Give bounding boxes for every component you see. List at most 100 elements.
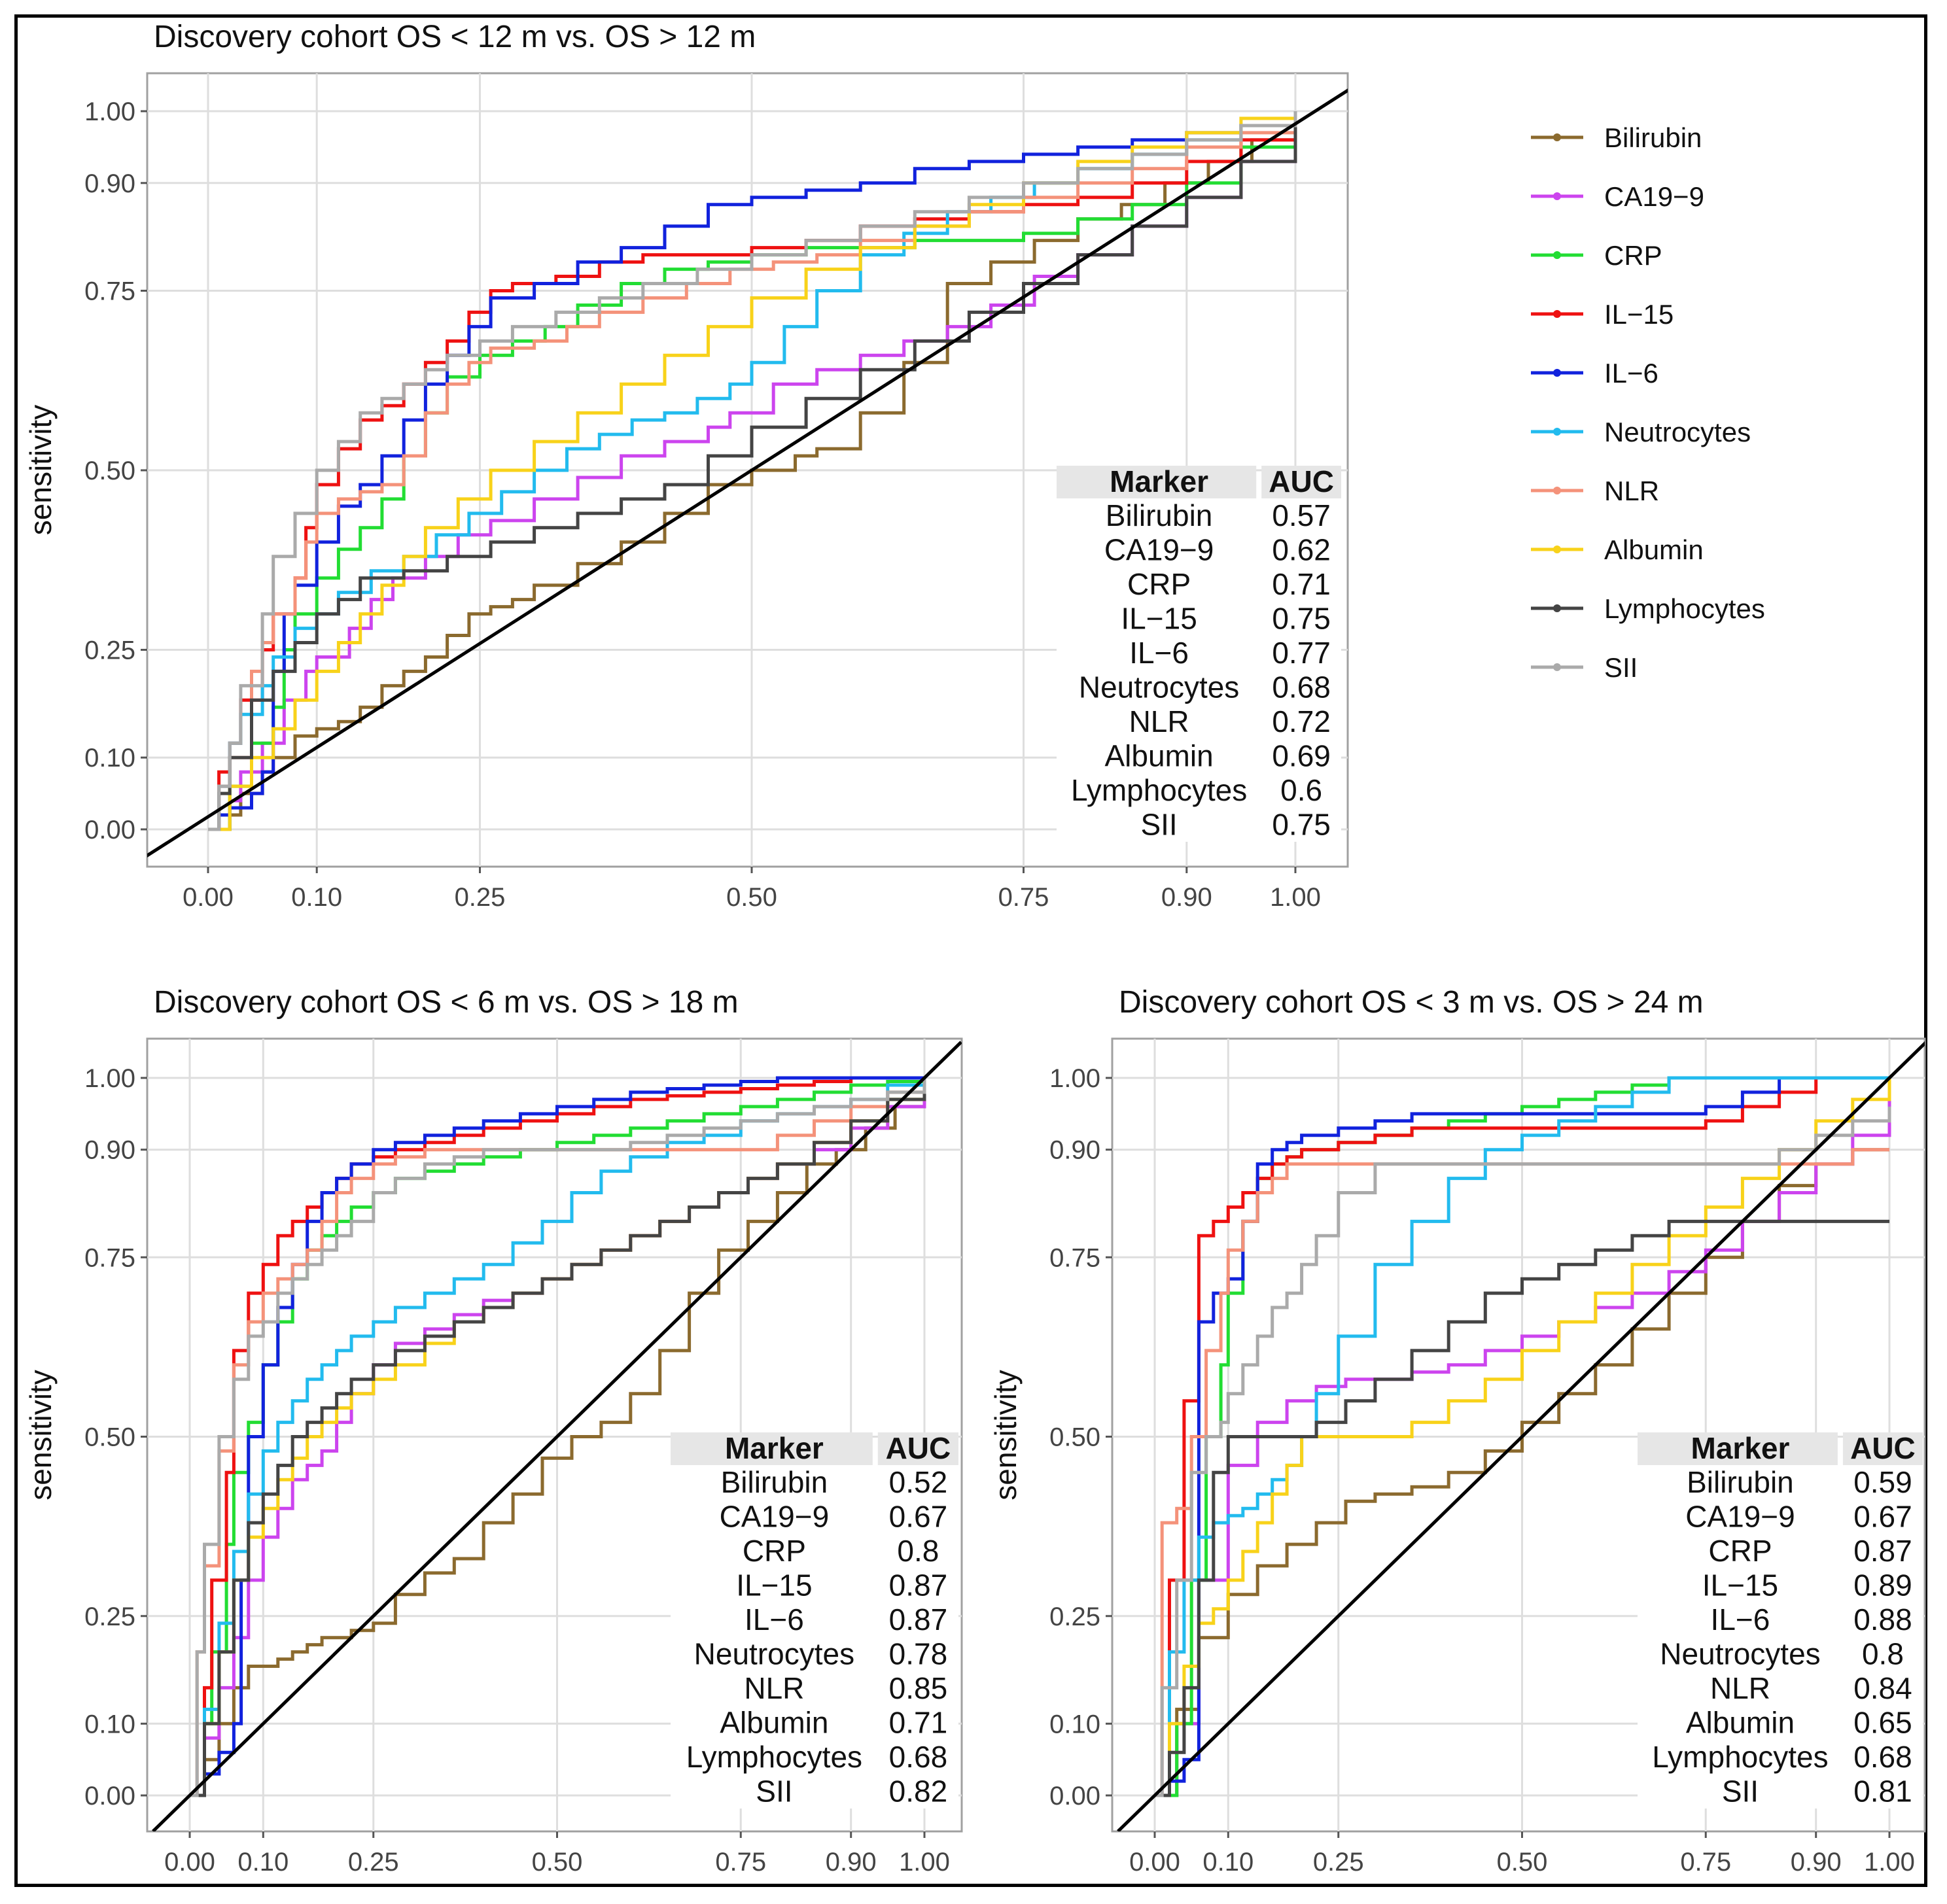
y-tick-label: 0.75	[1049, 1243, 1100, 1272]
auc-table-value: 0.67	[1853, 1500, 1912, 1534]
auc-table-marker: NLR	[1710, 1671, 1770, 1705]
legend-key-point	[1553, 545, 1561, 553]
y-tick-label: 0.10	[1049, 1710, 1100, 1739]
x-tick-label: 0.25	[1313, 1848, 1364, 1877]
auc-table-marker: CRP	[1127, 567, 1191, 601]
auc-table-marker: IL−15	[1702, 1568, 1778, 1602]
x-tick-label: 0.75	[1680, 1848, 1731, 1877]
auc-table-marker: CA19−9	[1104, 533, 1214, 567]
auc-table-header-marker: Marker	[1110, 464, 1208, 498]
legend-key-point	[1553, 604, 1561, 612]
legend-key-point	[1553, 133, 1561, 141]
x-tick-label: 0.25	[455, 883, 506, 912]
auc-table-value: 0.8	[1862, 1637, 1904, 1671]
auc-table-marker: CRP	[1708, 1534, 1772, 1568]
auc-table-value: 0.68	[889, 1740, 948, 1774]
x-tick-label: 0.50	[1497, 1848, 1548, 1877]
x-tick-label: 0.00	[1129, 1848, 1180, 1877]
x-tick-label: 0.00	[183, 883, 234, 912]
auc-table-value: 0.68	[1853, 1740, 1912, 1774]
y-tick-label: 0.00	[84, 816, 135, 844]
legend-key-point	[1553, 310, 1561, 318]
panel-title: Discovery cohort OS < 6 m vs. OS > 18 m	[154, 985, 739, 1020]
y-tick-label: 1.00	[1049, 1064, 1100, 1093]
legend-key-point	[1553, 487, 1561, 494]
auc-table-value: 0.85	[889, 1671, 948, 1705]
auc-table-marker: Lymphocytes	[1071, 773, 1247, 807]
auc-table-marker: IL−15	[736, 1568, 812, 1602]
x-tick-label: 0.50	[532, 1848, 583, 1877]
auc-table-value: 0.87	[889, 1568, 948, 1602]
y-tick-label: 0.50	[1049, 1423, 1100, 1452]
auc-table-value: 0.89	[1853, 1568, 1912, 1602]
auc-table-marker: Neutrocytes	[1079, 670, 1239, 704]
legend-label: Lymphocytes	[1604, 593, 1765, 624]
y-tick-label: 0.10	[84, 744, 135, 772]
auc-table-value: 0.72	[1272, 704, 1331, 738]
auc-table-header-auc: AUC	[886, 1431, 951, 1465]
auc-table-marker: SII	[1722, 1774, 1759, 1809]
x-tick-label: 0.50	[726, 883, 777, 912]
y-tick-label: 0.75	[84, 277, 135, 306]
auc-table-value: 0.82	[889, 1774, 948, 1809]
x-tick-label: 0.90	[1161, 883, 1212, 912]
auc-table-marker: Neutrocytes	[1660, 1637, 1820, 1671]
legend: Bilirubin CA19−9 CRP IL−15 IL−6 Neutrocytes NL…	[1531, 122, 1765, 683]
x-tick-label: 0.10	[291, 883, 342, 912]
auc-table-value: 0.65	[1853, 1706, 1912, 1740]
auc-table-marker: Bilirubin	[1687, 1465, 1794, 1499]
auc-table-marker: Neutrocytes	[694, 1637, 854, 1671]
auc-table-value: 0.81	[1853, 1774, 1912, 1809]
y-tick-label: 0.50	[84, 1423, 135, 1452]
auc-table-marker: Albumin	[720, 1706, 828, 1740]
x-tick-label: 1.00	[899, 1848, 950, 1877]
auc-table-marker: Bilirubin	[721, 1465, 828, 1499]
legend-label: NLR	[1604, 476, 1659, 506]
auc-table-marker: IL−6	[745, 1602, 804, 1636]
auc-table-header-auc: AUC	[1850, 1431, 1916, 1465]
x-tick-label: 0.10	[237, 1848, 289, 1877]
auc-table-value: 0.67	[889, 1500, 948, 1534]
auc-table-value: 0.8	[897, 1534, 939, 1568]
auc-table-value: 0.68	[1272, 670, 1331, 704]
legend-key-point	[1553, 428, 1561, 436]
y-tick-label: 0.25	[84, 636, 135, 665]
legend-label: IL−15	[1604, 299, 1674, 330]
auc-table: Marker AUCBilirubin 0.57CA19−9 0.62CRP 0.71I…	[1057, 464, 1341, 842]
x-tick-label: 0.75	[998, 883, 1049, 912]
y-tick-label: 0.00	[84, 1782, 135, 1810]
legend-key-point	[1553, 663, 1561, 671]
y-tick-label: 0.25	[1049, 1602, 1100, 1631]
auc-table-value: 0.84	[1853, 1671, 1912, 1705]
auc-table-value: 0.87	[889, 1602, 948, 1636]
auc-table-value: 0.77	[1272, 636, 1331, 670]
y-tick-label: 0.90	[1049, 1136, 1100, 1165]
roc-panel-3: Discovery cohort OS < 3 m vs. OS > 24 m 0…	[989, 985, 1926, 1877]
auc-table-marker: Lymphocytes	[686, 1740, 862, 1774]
auc-table: Marker AUCBilirubin 0.52CA19−9 0.67CRP 0.8IL…	[671, 1431, 958, 1809]
y-axis-label: sensitivity	[989, 1370, 1023, 1500]
auc-table-marker: Bilirubin	[1106, 498, 1213, 532]
legend-label: Albumin	[1604, 534, 1704, 565]
auc-table-marker: Lymphocytes	[1652, 1740, 1828, 1774]
auc-table-marker: SII	[1140, 808, 1177, 842]
auc-table-header-auc: AUC	[1269, 464, 1334, 498]
panel-title: Discovery cohort OS < 3 m vs. OS > 24 m	[1119, 985, 1704, 1020]
roc-panel-2: Discovery cohort OS < 6 m vs. OS > 18 m 0…	[24, 985, 962, 1877]
legend-label: Neutrocytes	[1604, 417, 1751, 447]
y-tick-label: 0.10	[84, 1710, 135, 1739]
y-tick-label: 0.25	[84, 1602, 135, 1631]
auc-table-value: 0.75	[1272, 602, 1331, 636]
auc-table-value: 0.71	[889, 1706, 948, 1740]
auc-table-marker: IL−6	[1129, 636, 1189, 670]
y-tick-label: 0.75	[84, 1243, 135, 1272]
auc-table-marker: IL−15	[1121, 602, 1197, 636]
roc-panel-1: Discovery cohort OS < 12 m vs. OS > 12 m…	[24, 20, 1371, 912]
x-tick-label: 0.25	[348, 1848, 399, 1877]
legend-label: Bilirubin	[1604, 122, 1702, 153]
auc-table-value: 0.59	[1853, 1465, 1912, 1499]
auc-table-marker: CA19−9	[720, 1500, 830, 1534]
auc-table-value: 0.88	[1853, 1602, 1912, 1636]
auc-table-value: 0.87	[1853, 1534, 1912, 1568]
auc-table-marker: CA19−9	[1685, 1500, 1795, 1534]
